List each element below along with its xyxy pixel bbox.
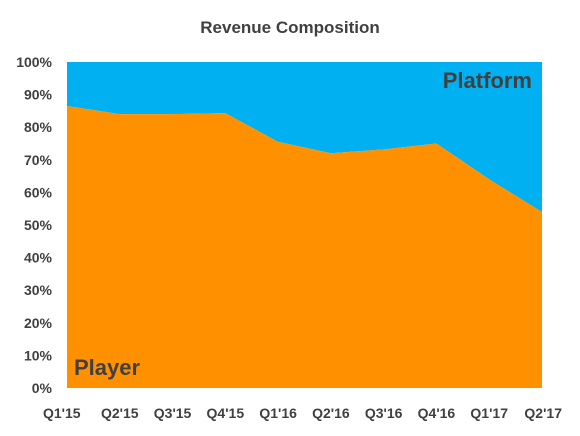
y-tick-label: 50%	[24, 217, 53, 233]
x-tick-label: Q2'15	[101, 405, 139, 421]
x-axis-ticks: Q1'15 Q2'15 Q3'15 Q4'15 Q1'16 Q2'16 Q3'16 Q4'16…	[43, 405, 562, 421]
y-tick-label: 90%	[24, 87, 53, 103]
y-tick-label: 20%	[24, 315, 53, 331]
area-platform	[67, 62, 542, 212]
y-axis-ticks: 0% 10% 20% 30% 40% 50% 60% 70% 80% 90% 100%	[16, 54, 52, 396]
x-tick-label: Q1'15	[43, 405, 81, 421]
x-tick-label: Q2'16	[312, 405, 350, 421]
x-tick-label: Q4'16	[418, 405, 456, 421]
series-label-player: Player	[74, 355, 140, 380]
area-layer	[67, 62, 542, 388]
x-tick-label: Q4'15	[207, 405, 245, 421]
y-tick-label: 30%	[24, 282, 53, 298]
x-tick-label: Q3'15	[154, 405, 192, 421]
x-tick-label: Q1'17	[470, 405, 508, 421]
y-tick-label: 0%	[32, 380, 53, 396]
series-label-platform: Platform	[443, 68, 532, 93]
x-tick-label: Q2'17	[524, 405, 562, 421]
y-tick-label: 70%	[24, 152, 53, 168]
y-tick-label: 100%	[16, 54, 52, 70]
y-tick-label: 40%	[24, 250, 53, 266]
y-tick-label: 60%	[24, 184, 53, 200]
x-tick-label: Q3'16	[365, 405, 403, 421]
area-player	[67, 106, 542, 388]
y-tick-label: 80%	[24, 119, 53, 135]
x-tick-label: Q1'16	[259, 405, 297, 421]
y-tick-label: 10%	[24, 347, 53, 363]
chart-title: Revenue Composition	[200, 18, 379, 37]
